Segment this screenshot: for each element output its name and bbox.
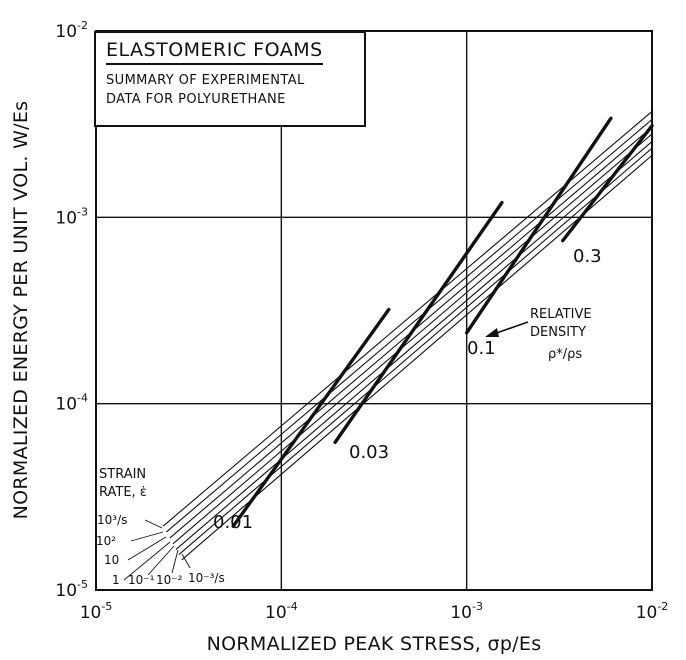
density-line <box>333 200 504 445</box>
x-tick-base: 10 <box>636 603 658 623</box>
y-tick-exponent: -4 <box>77 392 88 405</box>
plot-frame <box>95 30 653 591</box>
density-line <box>231 307 391 528</box>
x-tick-label: 10-4 <box>265 600 298 623</box>
chart-subtitle-line-2: DATA FOR POLYURETHANE <box>106 92 286 107</box>
strain-rate-line <box>175 141 653 550</box>
y-tick-label: 10-4 <box>55 392 88 415</box>
y-tick-base: 10 <box>55 22 77 42</box>
density-line <box>561 124 654 243</box>
x-tick-exponent: -2 <box>657 600 668 613</box>
x-tick-base: 10 <box>265 603 287 623</box>
density-label: 0.01 <box>213 512 253 533</box>
series-group <box>162 111 654 561</box>
grid <box>96 31 652 590</box>
density-annotation-line: RELATIVE <box>530 307 592 322</box>
strain-rate-label: 10⁻² <box>156 573 183 587</box>
x-tick-exponent: -4 <box>287 600 298 613</box>
title-box: ELASTOMERIC FOAMS SUMMARY OF EXPERIMENTA… <box>94 31 366 127</box>
strain-rate-label: 10⁻³/s <box>188 571 225 585</box>
y-tick-exponent: -3 <box>77 205 88 218</box>
strain-rate-leader <box>171 549 179 574</box>
x-axis-ticks: 10-5 10-4 10-3 10-2 <box>80 600 669 623</box>
y-tick-exponent: -2 <box>77 19 88 32</box>
strain-rate-leader <box>127 536 167 561</box>
density-arrow-head <box>485 328 499 337</box>
strain-rate-label: 1 <box>112 573 120 587</box>
x-tick-label: 10-5 <box>80 600 113 623</box>
y-tick-label: 10-2 <box>55 19 88 42</box>
strain-rate-title: STRAIN <box>99 467 146 482</box>
x-tick-base: 10 <box>80 603 102 623</box>
strain-rate-label: 10 <box>104 553 119 567</box>
density-annotation-line: DENSITY <box>530 325 586 340</box>
y-tick-base: 10 <box>55 581 77 601</box>
y-tick-label: 10-5 <box>55 578 88 601</box>
y-tick-exponent: -5 <box>77 578 88 591</box>
density-annotation-symbol: ρ*/ρs <box>548 347 582 362</box>
strain-rate-label: 10³/s <box>97 513 127 527</box>
y-tick-base: 10 <box>55 208 77 228</box>
strain-rate-title: RATE, ε̇ <box>99 485 147 500</box>
x-tick-label: 10-2 <box>636 600 669 623</box>
density-label: 0.3 <box>573 246 602 267</box>
x-tick-label: 10-3 <box>450 600 483 623</box>
x-tick-exponent: -3 <box>472 600 483 613</box>
strain-rate-line <box>181 154 653 561</box>
y-axis-title: NORMALIZED ENERGY PER UNIT VOL. W/Es <box>10 101 32 520</box>
strain-rate-leader <box>144 519 163 529</box>
chart-subtitle-line-1: SUMMARY OF EXPERIMENTAL <box>106 73 305 88</box>
x-tick-base: 10 <box>450 603 472 623</box>
strain-rate-line <box>166 119 653 533</box>
strain-rate-leader <box>123 541 171 581</box>
strain-rate-label: 10⁻¹ <box>128 573 155 587</box>
y-axis-ticks: 10-510-410-310-2 <box>55 19 88 601</box>
strain-rate-line <box>178 147 653 555</box>
chart-title: ELASTOMERIC FOAMS <box>106 39 323 65</box>
strain-rate-leader <box>181 553 191 569</box>
density-label: 0.1 <box>467 338 496 359</box>
strain-rate-leader <box>147 545 175 576</box>
y-tick-base: 10 <box>55 395 77 415</box>
strain-rate-leader <box>130 531 164 542</box>
density-line <box>464 116 613 335</box>
x-axis-title: NORMALIZED PEAK STRESS, σp/Es <box>207 633 542 655</box>
density-label: 0.03 <box>349 442 389 463</box>
strain-rate-line <box>172 133 653 545</box>
strain-rate-label: 10² <box>96 534 116 548</box>
x-tick-exponent: -5 <box>101 600 112 613</box>
y-tick-label: 10-3 <box>55 205 88 228</box>
label-group: 0.01 0.03 0.1 0.3 RELATIVE DENSITY ρ*/ρs STRAIN… <box>96 246 602 587</box>
